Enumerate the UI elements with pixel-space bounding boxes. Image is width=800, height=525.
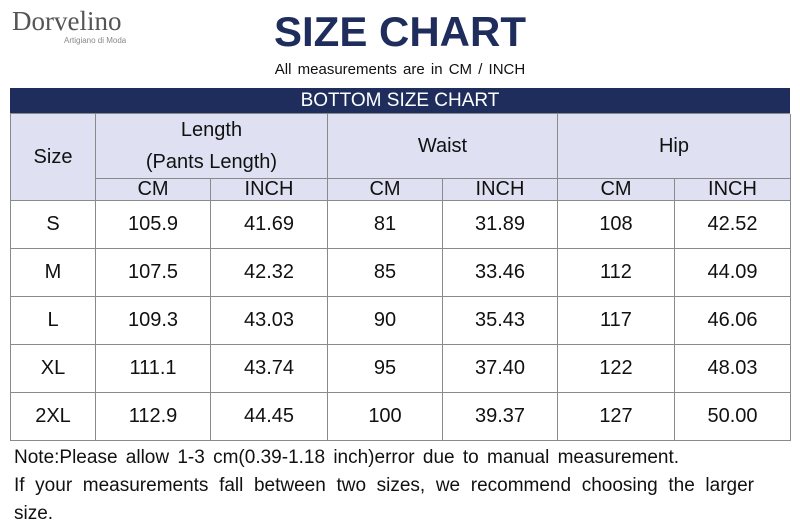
measure-cell: 122: [558, 345, 675, 393]
measure-cell: 127: [558, 393, 675, 441]
measure-cell: 42.52: [675, 201, 791, 249]
tagline: Artigiano di Moda: [64, 36, 127, 45]
group-header: Hip: [558, 114, 791, 179]
brand: Dorvelino: [12, 6, 122, 36]
size-cell: M: [11, 249, 96, 297]
measure-cell: 95: [328, 345, 443, 393]
unit-header: CM: [328, 178, 443, 201]
unit-header: CM: [558, 178, 675, 201]
measure-cell: 46.06: [675, 297, 791, 345]
measure-cell: 108: [558, 201, 675, 249]
size-cell: L: [11, 297, 96, 345]
size-cell: XL: [11, 345, 96, 393]
measure-cell: 81: [328, 201, 443, 249]
measure-cell: 90: [328, 297, 443, 345]
note: Note:Please allow 1-3 cm(0.39-1.18 inch)…: [14, 447, 680, 468]
measure-cell: 39.37: [443, 393, 558, 441]
measure-cell: 42.32: [211, 249, 328, 297]
table-caption: BOTTOM SIZE CHART: [10, 88, 790, 113]
measure-cell: 35.43: [443, 297, 558, 345]
size-table: Size Length (Pants Length) Waist Hip CM INCH CM…: [10, 113, 791, 441]
measure-cell: 112: [558, 249, 675, 297]
group-header-line: (Pants Length): [145, 151, 278, 173]
group-header-line: Length: [180, 119, 243, 141]
measure-cell: 117: [558, 297, 675, 345]
group-header-line: Waist: [417, 135, 468, 157]
group-header-line: Hip: [658, 135, 689, 157]
measure-cell: 107.5: [96, 249, 211, 297]
subtitle: All measurements are in CM / INCH: [274, 61, 526, 78]
size-header: Size: [11, 114, 96, 201]
measure-cell: 43.03: [211, 297, 328, 345]
measure-cell: 31.89: [443, 201, 558, 249]
measure-cell: 37.40: [443, 345, 558, 393]
measure-cell: 100: [328, 393, 443, 441]
title: SIZE CHART: [274, 8, 526, 55]
group-header: Length (Pants Length): [96, 114, 328, 179]
size-cell: 2XL: [11, 393, 96, 441]
measure-cell: 112.9: [96, 393, 211, 441]
note: If your measurements fall between two si…: [14, 475, 754, 524]
unit-header: INCH: [675, 178, 791, 201]
measure-cell: 85: [328, 249, 443, 297]
unit-header: INCH: [211, 178, 328, 201]
measure-cell: 33.46: [443, 249, 558, 297]
measure-cell: 105.9: [96, 201, 211, 249]
unit-header: INCH: [443, 178, 558, 201]
unit-header: CM: [96, 178, 211, 201]
measure-cell: 50.00: [675, 393, 791, 441]
measure-cell: 44.45: [211, 393, 328, 441]
group-header: Waist: [328, 114, 558, 179]
measure-cell: 48.03: [675, 345, 791, 393]
size-cell: S: [11, 201, 96, 249]
measure-cell: 41.69: [211, 201, 328, 249]
measure-cell: 44.09: [675, 249, 791, 297]
measure-cell: 111.1: [96, 345, 211, 393]
notes: Note:Please allow 1-3 cm(0.39-1.18 inch)…: [14, 444, 754, 525]
measure-cell: 109.3: [96, 297, 211, 345]
measure-cell: 43.74: [211, 345, 328, 393]
